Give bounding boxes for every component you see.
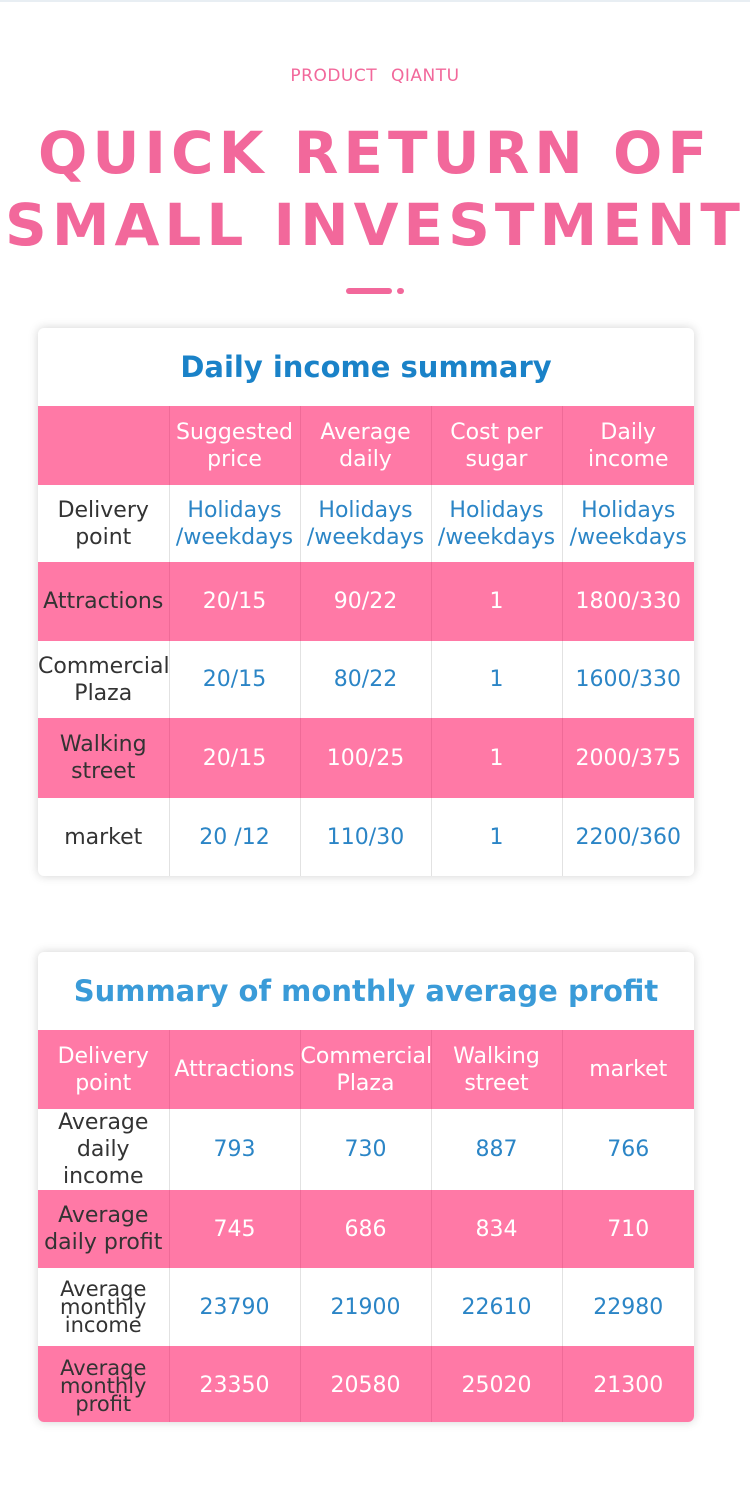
row-label: Delivery point (38, 485, 170, 562)
table-cell: 80/22 (300, 641, 432, 718)
table-cell: 22980 (593, 1294, 664, 1320)
row-label: Average daily income (38, 1109, 170, 1190)
header-cell (38, 406, 170, 485)
table-row: Average daily profit 745 686 834 710 (38, 1190, 694, 1268)
row-label: market (38, 798, 170, 876)
table-cell: Holidays /weekdays (569, 497, 687, 550)
row-label: Average monthly income (38, 1268, 170, 1346)
table-row: Attractions 20/15 90/22 1 1800/330 (38, 562, 694, 641)
row-label: Walking street (38, 718, 170, 798)
daily-income-title: Daily income summary (180, 350, 552, 384)
table-cell: Holidays /weekdays (169, 485, 301, 562)
row-label: Average daily profit (38, 1190, 170, 1268)
table-cell: Holidays /weekdays (431, 485, 563, 562)
table-cell: 1 (431, 562, 563, 641)
header-cell: Commercial Plaza (300, 1030, 432, 1109)
table-cell: 834 (431, 1190, 563, 1268)
table-cell: Holidays /weekdays (300, 485, 432, 562)
table-cell: 23790 (169, 1268, 301, 1346)
table-cell: 21900 (300, 1268, 432, 1346)
monthly-profit-title: Summary of monthly average profit (73, 974, 659, 1008)
table-cell: 21300 (562, 1346, 694, 1422)
row-label: Attractions (38, 562, 170, 641)
table-cell: 20580 (300, 1346, 432, 1422)
title-underline (346, 288, 392, 294)
table-cell: 730 (300, 1109, 432, 1190)
page-title-line-1: QUICK RETURN OF (38, 119, 712, 187)
table-cell: 710 (562, 1190, 694, 1268)
table-cell: 20/15 (169, 718, 301, 798)
table-cell: 25020 (431, 1346, 563, 1422)
table-subheader-row: Delivery point Holidays /weekdays Holida… (38, 485, 694, 562)
table-cell: 1 (431, 718, 563, 798)
header-cell: Average daily (300, 406, 432, 485)
table-cell: 110/30 (300, 798, 432, 876)
table-cell: 20 /12 (169, 798, 301, 876)
table-cell: 23350 (169, 1346, 301, 1422)
header-cell: Cost per sugar (431, 406, 563, 485)
table-cell: 2000/375 (562, 718, 694, 798)
header-cell: market (562, 1030, 694, 1109)
table-cell: 20/15 (169, 562, 301, 641)
table-cell: 766 (607, 1137, 650, 1162)
table-cell: 20/15 (169, 641, 301, 718)
table-cell: 887 (431, 1109, 563, 1190)
header-cell: Walking street (431, 1030, 563, 1109)
table-cell: 100/25 (300, 718, 432, 798)
table-cell: 1 (431, 798, 563, 876)
page-title-line-2: SMALL INVESTMENT (5, 191, 745, 259)
table-row: Commercial Plaza 20/15 80/22 1 1600/330 (38, 641, 694, 718)
table-cell: 1 (431, 641, 563, 718)
table-cell: 22610 (431, 1268, 563, 1346)
table-row: Average daily income 793 730 887 766 (38, 1109, 694, 1190)
table-row: Average monthly profit 23350 20580 25020… (38, 1346, 694, 1422)
table-cell: 1800/330 (562, 562, 694, 641)
table-cell: 90/22 (300, 562, 432, 641)
title-underline-dot (397, 288, 404, 294)
header-cell: Attractions (169, 1030, 301, 1109)
table-header-row: Delivery point Attractions Commercial Pl… (38, 1030, 694, 1109)
table-row: market 20 /12 110/30 1 2200/360 (38, 798, 694, 876)
table-cell: 793 (169, 1109, 301, 1190)
header-cell: Suggested price (169, 406, 301, 485)
daily-income-table: Suggested price Average daily Cost per s… (38, 406, 694, 876)
table-cell: 1600/330 (575, 667, 681, 692)
row-label: Average monthly profit (38, 1346, 170, 1422)
header-cell: Delivery point (38, 1030, 170, 1109)
table-cell: 2200/360 (575, 824, 681, 850)
table-header-row: Suggested price Average daily Cost per s… (38, 406, 694, 485)
daily-income-card: Daily income summary Suggested price Ave… (38, 328, 694, 876)
monthly-profit-table: Delivery point Attractions Commercial Pl… (38, 1030, 694, 1422)
row-label: Commercial Plaza (38, 641, 170, 718)
monthly-profit-card: Summary of monthly average profit Delive… (38, 952, 694, 1422)
table-cell: 686 (300, 1190, 432, 1268)
table-row: Average monthly income 23790 21900 22610… (38, 1268, 694, 1346)
table-cell: 745 (169, 1190, 301, 1268)
header-cell: Daily income (562, 406, 694, 485)
top-divider (0, 0, 750, 2)
page-subtitle: PRODUCT QIANTU (290, 66, 460, 86)
table-row: Walking street 20/15 100/25 1 2000/375 (38, 718, 694, 798)
